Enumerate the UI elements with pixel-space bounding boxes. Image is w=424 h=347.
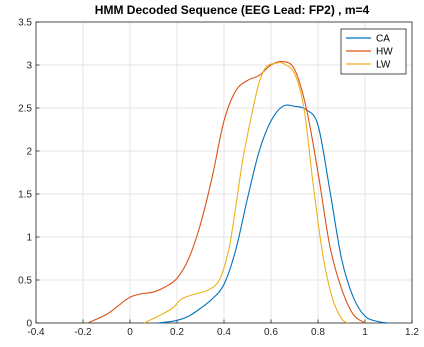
y-tick-label-3: 1.5 (18, 190, 32, 201)
y-tick-label-7: 3.5 (18, 18, 32, 29)
series-line-ca (158, 104, 389, 324)
x-tick-label-2: 0 (127, 327, 133, 338)
x-tick-label-1: -0.2 (74, 327, 92, 338)
y-tick-label-1: 0.5 (18, 276, 32, 287)
y-tick-label-0: 0 (26, 319, 32, 330)
x-tick-label-4: 0.4 (217, 327, 231, 338)
y-tick-label-5: 2.5 (18, 104, 32, 115)
y-tick-label-4: 2 (26, 147, 32, 158)
legend: CA HW LW (340, 28, 407, 75)
series-line-hw (87, 60, 366, 324)
legend-box (340, 28, 407, 75)
series-lines (87, 60, 389, 324)
x-tick-label-7: 1 (362, 327, 368, 338)
chart-title: HMM Decoded Sequence (EEG Lead: FP2) , m… (95, 3, 370, 17)
legend-label-lw: LW (376, 60, 391, 71)
y-tick-label-6: 3 (26, 61, 32, 72)
legend-label-ca: CA (376, 34, 390, 45)
x-tick-label-0: -0.4 (27, 327, 45, 338)
x-tick-label-8: 1.2 (405, 327, 419, 338)
x-tick-label-6: 0.8 (311, 327, 325, 338)
ticks: -0.4 -0.2 0 0.2 0.4 0.6 0.8 1 1.2 0 0.5 1 1.5 2 2.5 3 3.… (18, 18, 419, 339)
x-tick-label-3: 0.2 (170, 327, 184, 338)
y-tick-label-2: 1 (26, 233, 32, 244)
legend-label-hw: HW (376, 47, 393, 58)
series-line-lw (143, 61, 349, 324)
x-tick-label-5: 0.6 (264, 327, 278, 338)
